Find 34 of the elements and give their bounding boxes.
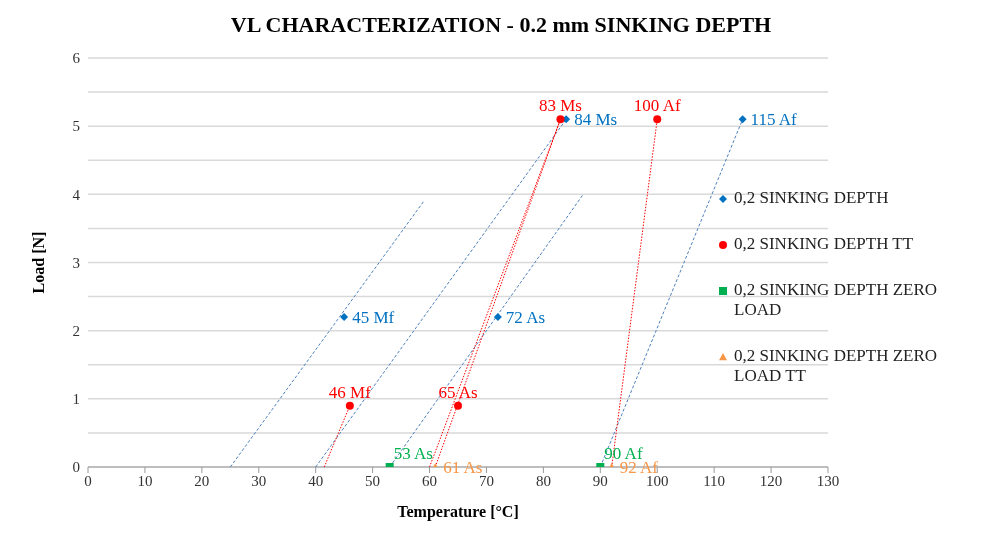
y-tick-label: 5 <box>72 118 80 135</box>
x-axis-title: Temperature [°C] <box>397 503 519 521</box>
y-tick-label: 3 <box>72 254 80 271</box>
annotation: 45 Mf <box>352 308 395 328</box>
y-tick-label: 0 <box>72 459 80 476</box>
y-axis-title: Load [N] <box>29 231 47 294</box>
y-tick-label: 2 <box>72 322 80 339</box>
legend-label: 0,2 SINKING DEPTH ZERO LOAD TT <box>734 346 939 386</box>
legend-label: 0,2 SINKING DEPTH <box>734 188 889 208</box>
x-tick-label: 60 <box>422 472 438 489</box>
annotation: 100 Af <box>633 96 681 116</box>
annotation: 115 Af <box>750 110 798 130</box>
annotation: 65 As <box>438 382 478 402</box>
legend-label: 0,2 SINKING DEPTH ZERO LOAD <box>734 280 939 320</box>
chart-title: VL CHARACTERIZATION - 0.2 mm SINKING DEPTH <box>229 12 773 38</box>
x-tick-label: 40 <box>308 472 324 489</box>
x-tick-label: 120 <box>759 472 783 489</box>
x-tick-label: 90 <box>592 472 608 489</box>
x-tick-label: 0 <box>84 472 92 489</box>
x-tick-label: 20 <box>194 472 210 489</box>
x-tick-label: 80 <box>535 472 551 489</box>
x-tick-label: 30 <box>251 472 267 489</box>
annotation: 84 Ms <box>574 110 618 130</box>
x-tick-label: 50 <box>365 472 381 489</box>
annotation: 46 Mf <box>328 382 372 402</box>
legend-label: 0,2 SINKING DEPTH TT <box>734 234 914 254</box>
x-tick-label: 10 <box>137 472 153 489</box>
annotation: 72 As <box>505 308 546 328</box>
x-tick-label: 110 <box>703 472 726 489</box>
annotation: 53 As <box>393 444 433 463</box>
y-tick-label: 6 <box>72 50 81 67</box>
x-tick-label: 130 <box>816 472 840 489</box>
y-tick-label: 1 <box>72 391 80 408</box>
y-tick-label: 4 <box>72 186 81 203</box>
